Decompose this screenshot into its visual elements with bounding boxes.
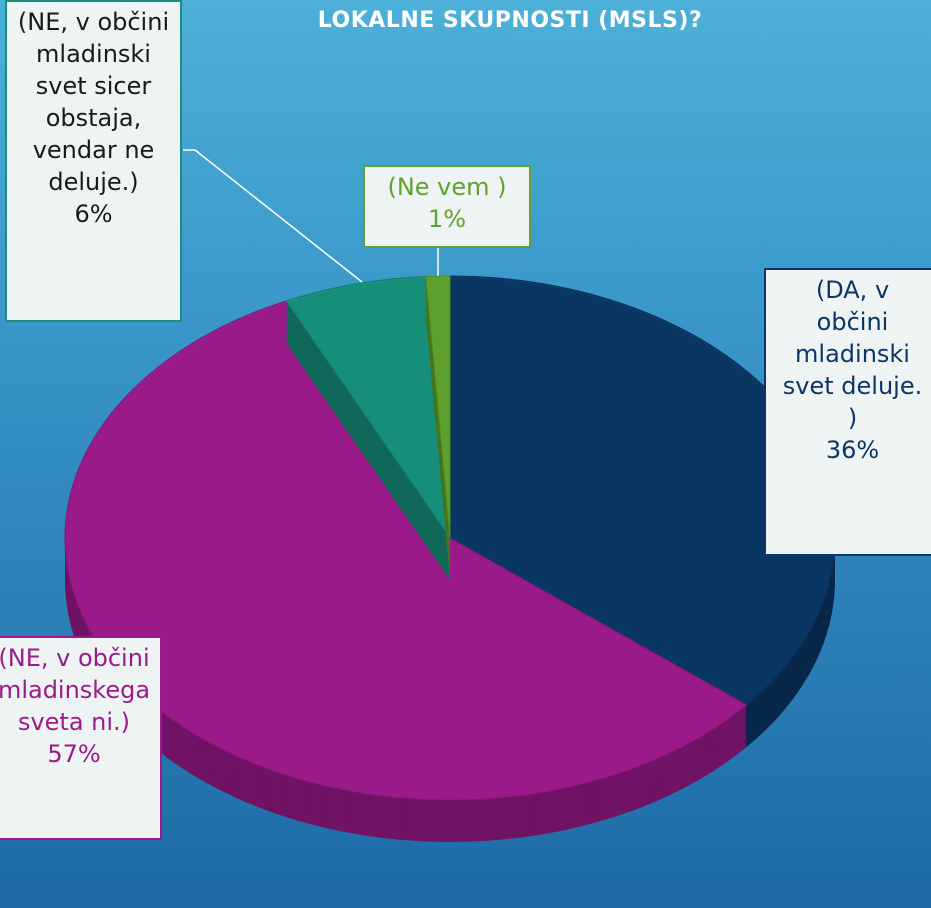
data-label: (NE, v občini mladinskega sveta ni.) 57%: [0, 636, 162, 840]
value-label: 36%: [825, 436, 880, 464]
category-label: (Ne vem ): [387, 173, 507, 201]
category-label: (NE, v občini mladinski svet sicer obsta…: [17, 8, 170, 196]
data-label: (NE, v občini mladinski svet sicer obsta…: [5, 0, 182, 322]
category-label: (DA, v občini mladinski svet deluje. ): [782, 276, 923, 432]
leader-line: [194, 149, 363, 283]
slice-top: [425, 275, 451, 539]
value-label: 57%: [47, 740, 101, 768]
category-label: (NE, v občini mladinskega sveta ni.): [0, 644, 151, 736]
slice: [64, 300, 748, 842]
value-label: 1%: [427, 205, 467, 233]
value-label: 6%: [74, 200, 113, 228]
slice: [285, 275, 451, 580]
slice-top: [285, 275, 451, 540]
chart-title: LOKALNE SKUPNOSTI (MSLS)?: [317, 8, 703, 33]
slice: [449, 275, 836, 748]
data-label: (DA, v občini mladinski svet deluje. ) 36…: [764, 268, 931, 556]
slice: [425, 275, 451, 580]
data-label: (Ne vem ) 1%: [363, 165, 531, 248]
